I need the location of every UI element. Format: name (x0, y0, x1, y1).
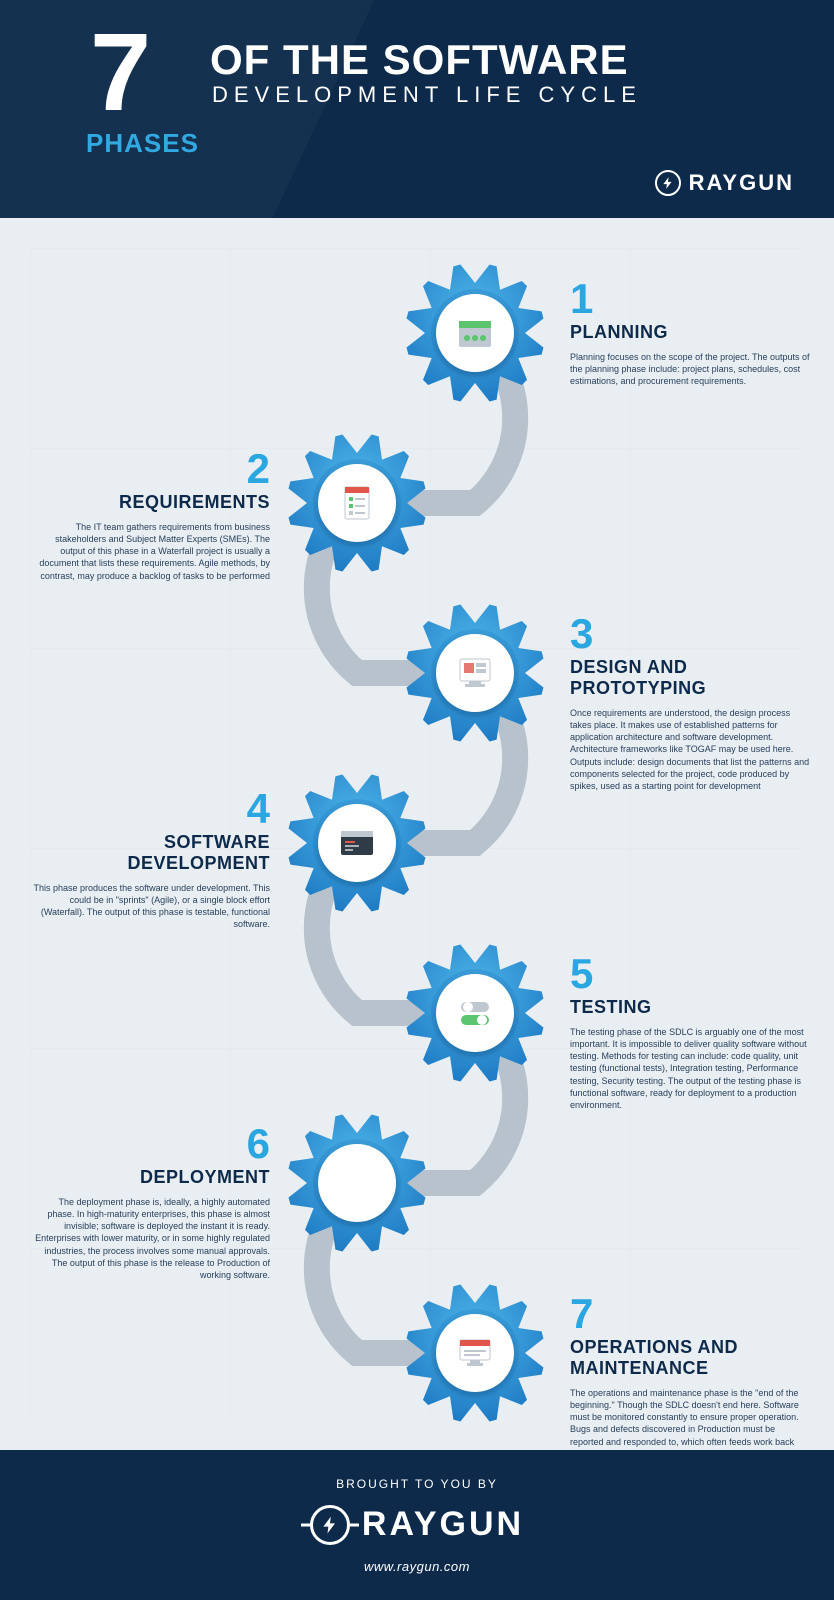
phase-number: 6 (30, 1123, 270, 1165)
phase-number: 4 (30, 788, 270, 830)
gear-3 (400, 598, 550, 748)
gear-7 (400, 1278, 550, 1428)
gear-hub-7 (436, 1314, 514, 1392)
gear-hub-1 (436, 294, 514, 372)
phase-title: TESTING (570, 997, 810, 1018)
gear-6 (282, 1108, 432, 1258)
phase-block-4: 4 SOFTWARE DEVELOPMENT This phase produc… (30, 788, 270, 931)
title-sub: DEVELOPMENT LIFE CYCLE (212, 82, 642, 108)
brand-name-top: RAYGUN (689, 170, 794, 196)
gear-hub-5 (436, 974, 514, 1052)
gear-4 (282, 768, 432, 918)
gear-2 (282, 428, 432, 578)
phase-title: SOFTWARE DEVELOPMENT (30, 832, 270, 874)
phase-title: REQUIREMENTS (30, 492, 270, 513)
phase-desc: The deployment phase is, ideally, a high… (30, 1196, 270, 1281)
phase-block-6: 6 DEPLOYMENT The deployment phase is, id… (30, 1123, 270, 1281)
phase-block-1: 1 PLANNING Planning focuses on the scope… (570, 278, 810, 387)
footer-btyb: BROUGHT TO YOU BY (336, 1477, 498, 1491)
phase-desc: The IT team gathers requirements from bu… (30, 521, 270, 582)
phase-number: 2 (30, 448, 270, 490)
footer-url: www.raygun.com (364, 1559, 470, 1574)
phase-block-5: 5 TESTING The testing phase of the SDLC … (570, 953, 810, 1111)
gear-1 (400, 258, 550, 408)
header: 7 OF THE SOFTWARE DEVELOPMENT LIFE CYCLE… (0, 0, 834, 218)
phase-desc: The testing phase of the SDLC is arguabl… (570, 1026, 810, 1111)
phase-block-3: 3 DESIGN AND PROTOTYPING Once requiremen… (570, 613, 810, 792)
gear-hub-6 (318, 1144, 396, 1222)
phases-label: PHASES (86, 128, 199, 159)
body-area: 1 PLANNING Planning focuses on the scope… (0, 218, 834, 1450)
phase-title: DESIGN AND PROTOTYPING (570, 657, 810, 699)
phase-desc: Once requirements are understood, the de… (570, 707, 810, 792)
big-seven: 7 (90, 18, 147, 128)
phase-number: 5 (570, 953, 810, 995)
phase-title: OPERATIONS AND MAINTENANCE (570, 1337, 810, 1379)
brand-name-footer: RAYGUN (362, 1505, 524, 1544)
phase-number: 7 (570, 1293, 810, 1335)
gear-hub-2 (318, 464, 396, 542)
phase-title: DEPLOYMENT (30, 1167, 270, 1188)
gear-hub-4 (318, 804, 396, 882)
phase-number: 3 (570, 613, 810, 655)
phase-number: 1 (570, 278, 810, 320)
phase-title: PLANNING (570, 322, 810, 343)
phase-desc: Planning focuses on the scope of the pro… (570, 351, 810, 387)
infographic-page: 7 OF THE SOFTWARE DEVELOPMENT LIFE CYCLE… (0, 0, 834, 1600)
phase-desc: This phase produces the software under d… (30, 882, 270, 931)
brand-top: RAYGUN (655, 170, 794, 196)
footer-brand: RAYGUN (310, 1505, 524, 1545)
bolt-icon (310, 1505, 350, 1545)
footer: BROUGHT TO YOU BY RAYGUN www.raygun.com (0, 1450, 834, 1600)
bolt-icon (655, 170, 681, 196)
gear-hub-3 (436, 634, 514, 712)
gear-5 (400, 938, 550, 1088)
title-main: OF THE SOFTWARE (210, 36, 629, 84)
phase-block-2: 2 REQUIREMENTS The IT team gathers requi… (30, 448, 270, 582)
